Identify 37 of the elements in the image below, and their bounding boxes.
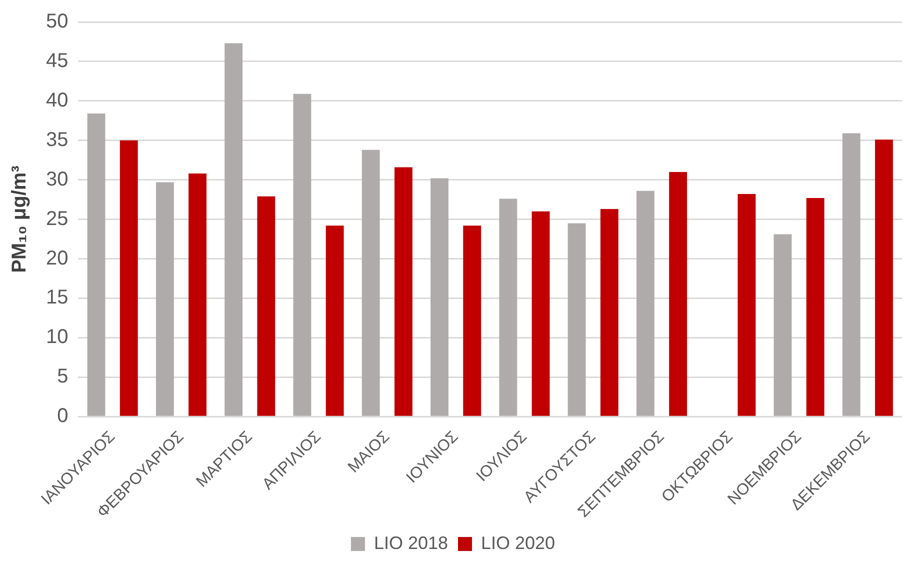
bar bbox=[669, 172, 688, 416]
bar bbox=[394, 167, 412, 416]
y-tick-label: 35 bbox=[46, 128, 68, 151]
bar bbox=[463, 226, 482, 416]
bar bbox=[568, 223, 586, 416]
y-tick-label: 45 bbox=[46, 50, 68, 72]
y-tick-label: 10 bbox=[46, 326, 68, 348]
bar bbox=[499, 198, 518, 416]
y-tick-label: 5 bbox=[57, 366, 68, 388]
bar bbox=[738, 194, 756, 416]
y-axis-title: PM₁₀ μg/m³ bbox=[8, 165, 31, 273]
bar bbox=[326, 226, 344, 416]
legend-label: LIO 2020 bbox=[481, 532, 556, 553]
bar bbox=[257, 196, 276, 416]
bar bbox=[774, 234, 792, 416]
legend-label: LIO 2018 bbox=[374, 532, 448, 553]
y-tick-label: 30 bbox=[46, 168, 68, 190]
bar bbox=[875, 140, 893, 416]
bar bbox=[188, 174, 206, 416]
y-tick-label: 50 bbox=[46, 10, 68, 33]
y-tick-label: 25 bbox=[46, 208, 68, 230]
y-tick-label: 40 bbox=[46, 89, 68, 112]
bar bbox=[156, 182, 174, 416]
bar bbox=[600, 209, 618, 416]
y-tick-label: 0 bbox=[57, 405, 68, 428]
bar bbox=[362, 150, 380, 416]
y-tick-label: 20 bbox=[46, 247, 68, 270]
bar bbox=[293, 94, 312, 416]
bar bbox=[842, 133, 860, 416]
bar bbox=[224, 43, 243, 416]
bar bbox=[806, 198, 824, 416]
bar bbox=[532, 211, 550, 416]
bar bbox=[87, 114, 106, 416]
y-tick-label: 15 bbox=[46, 286, 68, 309]
bar bbox=[120, 140, 138, 416]
bar bbox=[430, 178, 448, 416]
bar bbox=[636, 190, 654, 416]
